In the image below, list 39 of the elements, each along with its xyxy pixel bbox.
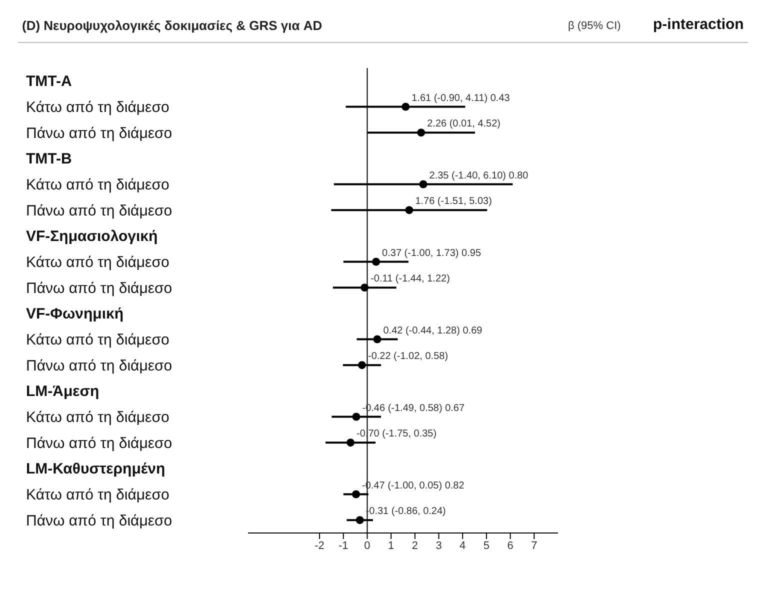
x-tick-label: 3 [436,540,442,552]
chart-title: (D) Νευροψυχολογικές δοκιμασίες & GRS για AD [22,18,322,33]
y-tick-label: Κάτω από τη διάμεσο [26,409,170,426]
y-tick-label: Κάτω από τη διάμεσο [26,99,170,116]
text: β (95% CI) [568,20,621,32]
y-tick-label: Κάτω από τη διάμεσο [26,332,170,348]
x-tick-label: -1 [338,540,348,552]
data-label: 2.35 (-1.40, 6.10) 0.80 [429,170,529,182]
y-tick-label: Πάνω από τη διάμεσο [26,357,172,374]
y-tick-label: Πάνω από τη διάμεσο [26,434,172,452]
x-tick-label: 6 [507,540,514,552]
y-tick-label: Πάνω από τη διάμεσο [26,280,172,297]
y-tick-label: TMT-A [26,73,72,90]
data-label: 0.37 (-1.00, 1.73) 0.95 [382,248,482,259]
y-tick-label: Πάνω από τη διάμεσο [26,124,172,142]
x-tick-label: 7 [531,540,538,552]
y-tick-label: TMT-B [26,150,72,168]
data-label: 2.26 (0.01, 4.52) [427,118,501,130]
y-tick-label: Πάνω από τη διάμεσο [26,512,172,530]
y-tick-label: LM-Άμεση [26,383,100,400]
x-tick-label: -2 [314,540,324,552]
text: p-interaction [653,16,744,33]
x-tick-label: 2 [412,540,418,552]
x-tick-label: 1 [388,540,394,552]
y-tick-label: LM-Καθυστερημένη [26,460,166,478]
data-label: 1.61 (-0.90, 4.11) 0.43 [412,92,510,104]
data-label: 1.76 (-1.51, 5.03) [415,196,492,208]
data-label: -0.22 (-1.02, 0.58) [368,351,448,362]
x-tick-label: 0 [364,540,370,552]
data-label: 0.42 (-0.44, 1.28) 0.69 [383,325,483,336]
data-label: -0.11 (-1.44, 1.22) [370,274,450,285]
y-tick-label: Κάτω από τη διάμεσο [26,486,170,504]
x-tick-label: 5 [483,540,490,552]
y-tick-label: Κάτω από τη διάμεσο [26,176,170,194]
y-tick-label: VF-Φωνημική [26,306,124,323]
y-tick-label: Πάνω από τη διάμεσο [26,202,172,220]
y-tick-label: VF-Σημασιολογική [26,228,158,246]
x-tick-label: 4 [460,540,466,552]
y-tick-label: Κάτω από τη διάμεσο [26,254,170,271]
